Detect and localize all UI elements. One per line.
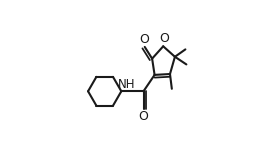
Text: O: O <box>139 110 148 123</box>
Text: NH: NH <box>118 78 135 91</box>
Text: O: O <box>139 33 149 46</box>
Text: O: O <box>160 32 169 45</box>
